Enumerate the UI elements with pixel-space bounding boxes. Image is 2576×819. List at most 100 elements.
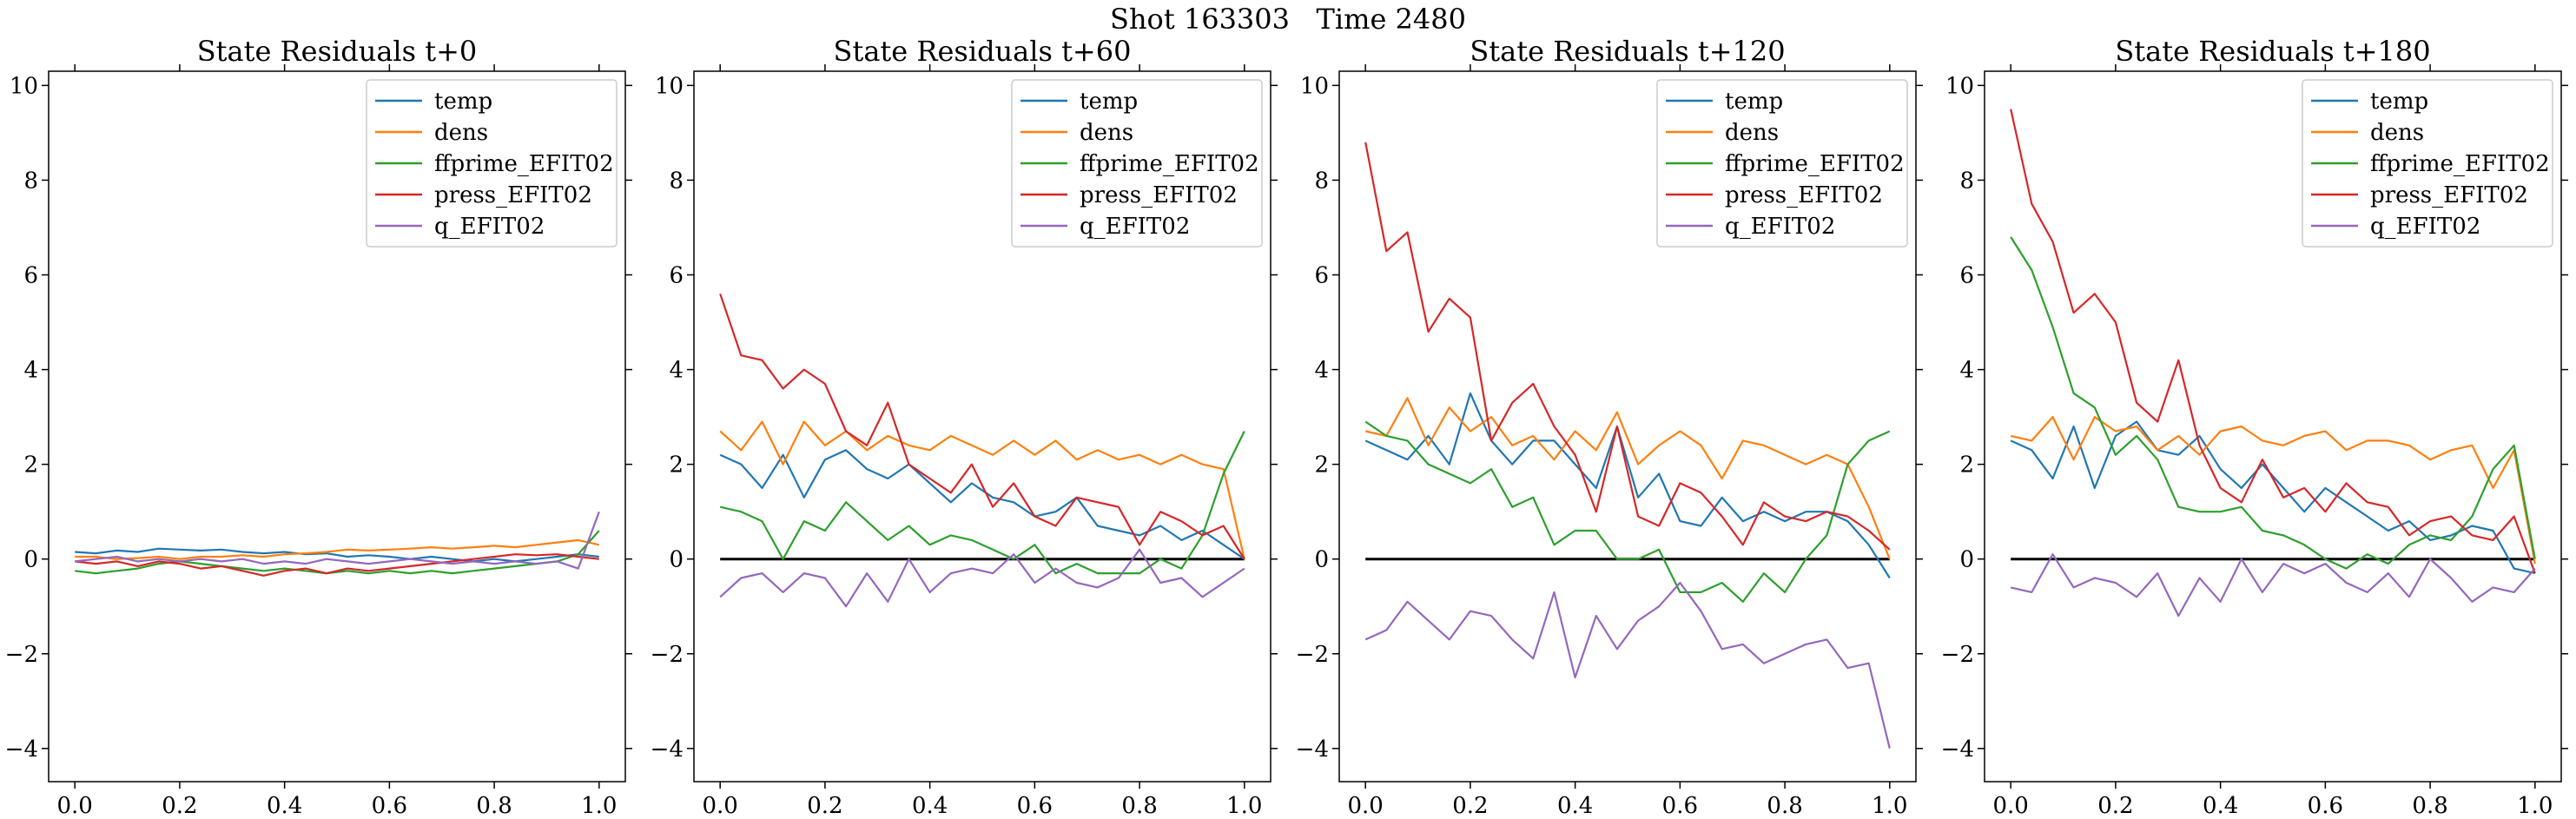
chart-panel-1: State Residuals t+60 0.0 0.2 0.4 0.6 0.8 1.0 −4… <box>651 35 1278 819</box>
y-tick-label: 10 <box>1300 73 1329 99</box>
y-tick-label: −2 <box>1941 642 1974 668</box>
y-tick-label: 6 <box>669 262 684 288</box>
y-tick-label: 0 <box>669 547 684 573</box>
legend: temp dens ffprime_EFIT02 press_EFIT02 q_EFIT… <box>366 79 618 248</box>
series-line-dens <box>719 420 1245 559</box>
legend-label-temp: temp <box>1725 89 1783 115</box>
y-tick-label: −2 <box>1296 642 1329 668</box>
x-tick-label: 0.8 <box>1767 793 1802 819</box>
legend: temp dens ffprime_EFIT02 press_EFIT02 q_EFIT… <box>2302 79 2553 248</box>
y-tick-label: 8 <box>1959 168 1974 194</box>
legend: temp dens ffprime_EFIT02 press_EFIT02 q_EFIT… <box>1011 79 1263 248</box>
y-tick-label: 8 <box>1314 168 1329 194</box>
y-tick-label: 4 <box>1314 358 1329 384</box>
series-line-ffprime_EFIT02 <box>1364 420 1891 603</box>
x-tick-label: 1.0 <box>581 793 617 819</box>
y-tick-label: 8 <box>669 168 684 194</box>
x-tick-label: 0.2 <box>2097 793 2133 819</box>
y-tick-label: −4 <box>5 736 38 763</box>
legend-frame <box>2302 79 2553 248</box>
y-tick-label: 8 <box>23 168 38 194</box>
y-tick-label: 6 <box>1314 262 1329 288</box>
series-line-dens <box>2010 416 2536 565</box>
series-line-q_EFIT02 <box>719 548 1245 608</box>
figure-suptitle: Shot 163303 Time 2480 <box>1110 3 1466 36</box>
x-tick-label: 0.8 <box>2412 793 2447 819</box>
chart-title: State Residuals t+0 <box>197 35 478 68</box>
y-tick-label: 6 <box>1959 262 1974 288</box>
legend-label-temp: temp <box>434 89 492 115</box>
legend-label-q_EFIT02: q_EFIT02 <box>434 214 545 240</box>
series-line-temp <box>719 449 1245 560</box>
y-tick-label: 2 <box>1314 452 1329 479</box>
y-tick-label: 4 <box>23 358 38 384</box>
x-tick-label: 0.6 <box>1662 793 1698 819</box>
series-line-dens <box>1364 397 1891 560</box>
series-line-q_EFIT02 <box>2010 553 2536 618</box>
legend: temp dens ffprime_EFIT02 press_EFIT02 q_EFIT… <box>1656 79 1908 248</box>
legend-label-ffprime_EFIT02: ffprime_EFIT02 <box>1080 151 1259 177</box>
series-line-q_EFIT02 <box>75 511 600 570</box>
y-tick-label: −4 <box>1296 736 1329 763</box>
legend-label-dens: dens <box>434 120 488 146</box>
legend-label-temp: temp <box>1080 89 1138 115</box>
x-tick-label: 0.6 <box>1017 793 1053 819</box>
x-tick-label: 0.4 <box>1557 793 1593 819</box>
chart-title: State Residuals t+180 <box>2115 35 2430 68</box>
legend-label-ffprime_EFIT02: ffprime_EFIT02 <box>434 151 614 177</box>
y-tick-label: 4 <box>669 358 684 384</box>
y-tick-label: 0 <box>1959 547 1974 573</box>
series-line-q_EFIT02 <box>1364 581 1891 750</box>
legend-label-press_EFIT02: press_EFIT02 <box>1080 182 1238 208</box>
y-tick-label: 10 <box>1945 73 1974 99</box>
x-tick-label: 0.6 <box>372 793 407 819</box>
series-line-press_EFIT02 <box>1364 142 1891 551</box>
legend-frame <box>1656 79 1908 248</box>
legend-label-q_EFIT02: q_EFIT02 <box>1725 214 1835 240</box>
axes-frame <box>1984 70 2562 783</box>
series-line-press_EFIT02 <box>2010 109 2536 574</box>
legend-label-q_EFIT02: q_EFIT02 <box>2370 214 2480 240</box>
axes-frame <box>1338 70 1917 783</box>
y-tick-label: 6 <box>23 262 38 288</box>
x-tick-label: 0.8 <box>476 793 512 819</box>
legend-label-dens: dens <box>1080 120 1133 146</box>
y-tick-label: 2 <box>23 452 38 479</box>
y-tick-label: −4 <box>1941 736 1974 763</box>
x-tick-label: 0.0 <box>57 793 93 819</box>
series-line-ffprime_EFIT02 <box>719 431 1245 575</box>
legend-label-press_EFIT02: press_EFIT02 <box>2370 182 2528 208</box>
x-tick-label: 1.0 <box>1872 793 1907 819</box>
chart-panel-0: State Residuals t+0 0.0 0.2 0.4 0.6 0.8 1.0 −4 −… <box>5 35 632 819</box>
series-line-temp <box>2010 420 2536 575</box>
chart-panel-2: State Residuals t+120 0.0 0.2 0.4 0.6 0.8 1.0 −… <box>1296 35 1923 819</box>
legend-label-ffprime_EFIT02: ffprime_EFIT02 <box>2370 151 2550 177</box>
y-tick-label: 10 <box>10 73 38 99</box>
series-line-ffprime_EFIT02 <box>2010 236 2536 570</box>
x-tick-label: 0.2 <box>162 793 197 819</box>
legend-label-dens: dens <box>1725 120 1779 146</box>
x-tick-label: 0.4 <box>267 793 302 819</box>
y-tick-label: 10 <box>655 73 684 99</box>
legend-frame <box>366 79 618 248</box>
legend-label-press_EFIT02: press_EFIT02 <box>434 182 592 208</box>
legend-label-temp: temp <box>2370 89 2428 115</box>
y-tick-label: −2 <box>5 642 38 668</box>
y-tick-label: 2 <box>1959 452 1974 479</box>
chart-title: State Residuals t+120 <box>1470 35 1785 68</box>
x-tick-label: 0.0 <box>703 793 738 819</box>
y-tick-label: −4 <box>651 736 684 763</box>
axes-frame <box>48 70 626 783</box>
legend-label-press_EFIT02: press_EFIT02 <box>1725 182 1883 208</box>
x-tick-label: 0.0 <box>1348 793 1384 819</box>
legend-label-dens: dens <box>2370 120 2424 146</box>
x-tick-label: 0.4 <box>2203 793 2238 819</box>
y-tick-label: 2 <box>669 452 684 479</box>
x-tick-label: 0.2 <box>1452 793 1488 819</box>
series-line-temp <box>1364 392 1891 579</box>
series-line-dens <box>75 538 600 560</box>
y-tick-label: −2 <box>651 642 684 668</box>
chart-panel-3: State Residuals t+180 0.0 0.2 0.4 0.6 0.8 1.0 −… <box>1941 35 2568 819</box>
x-tick-label: 0.8 <box>1121 793 1157 819</box>
